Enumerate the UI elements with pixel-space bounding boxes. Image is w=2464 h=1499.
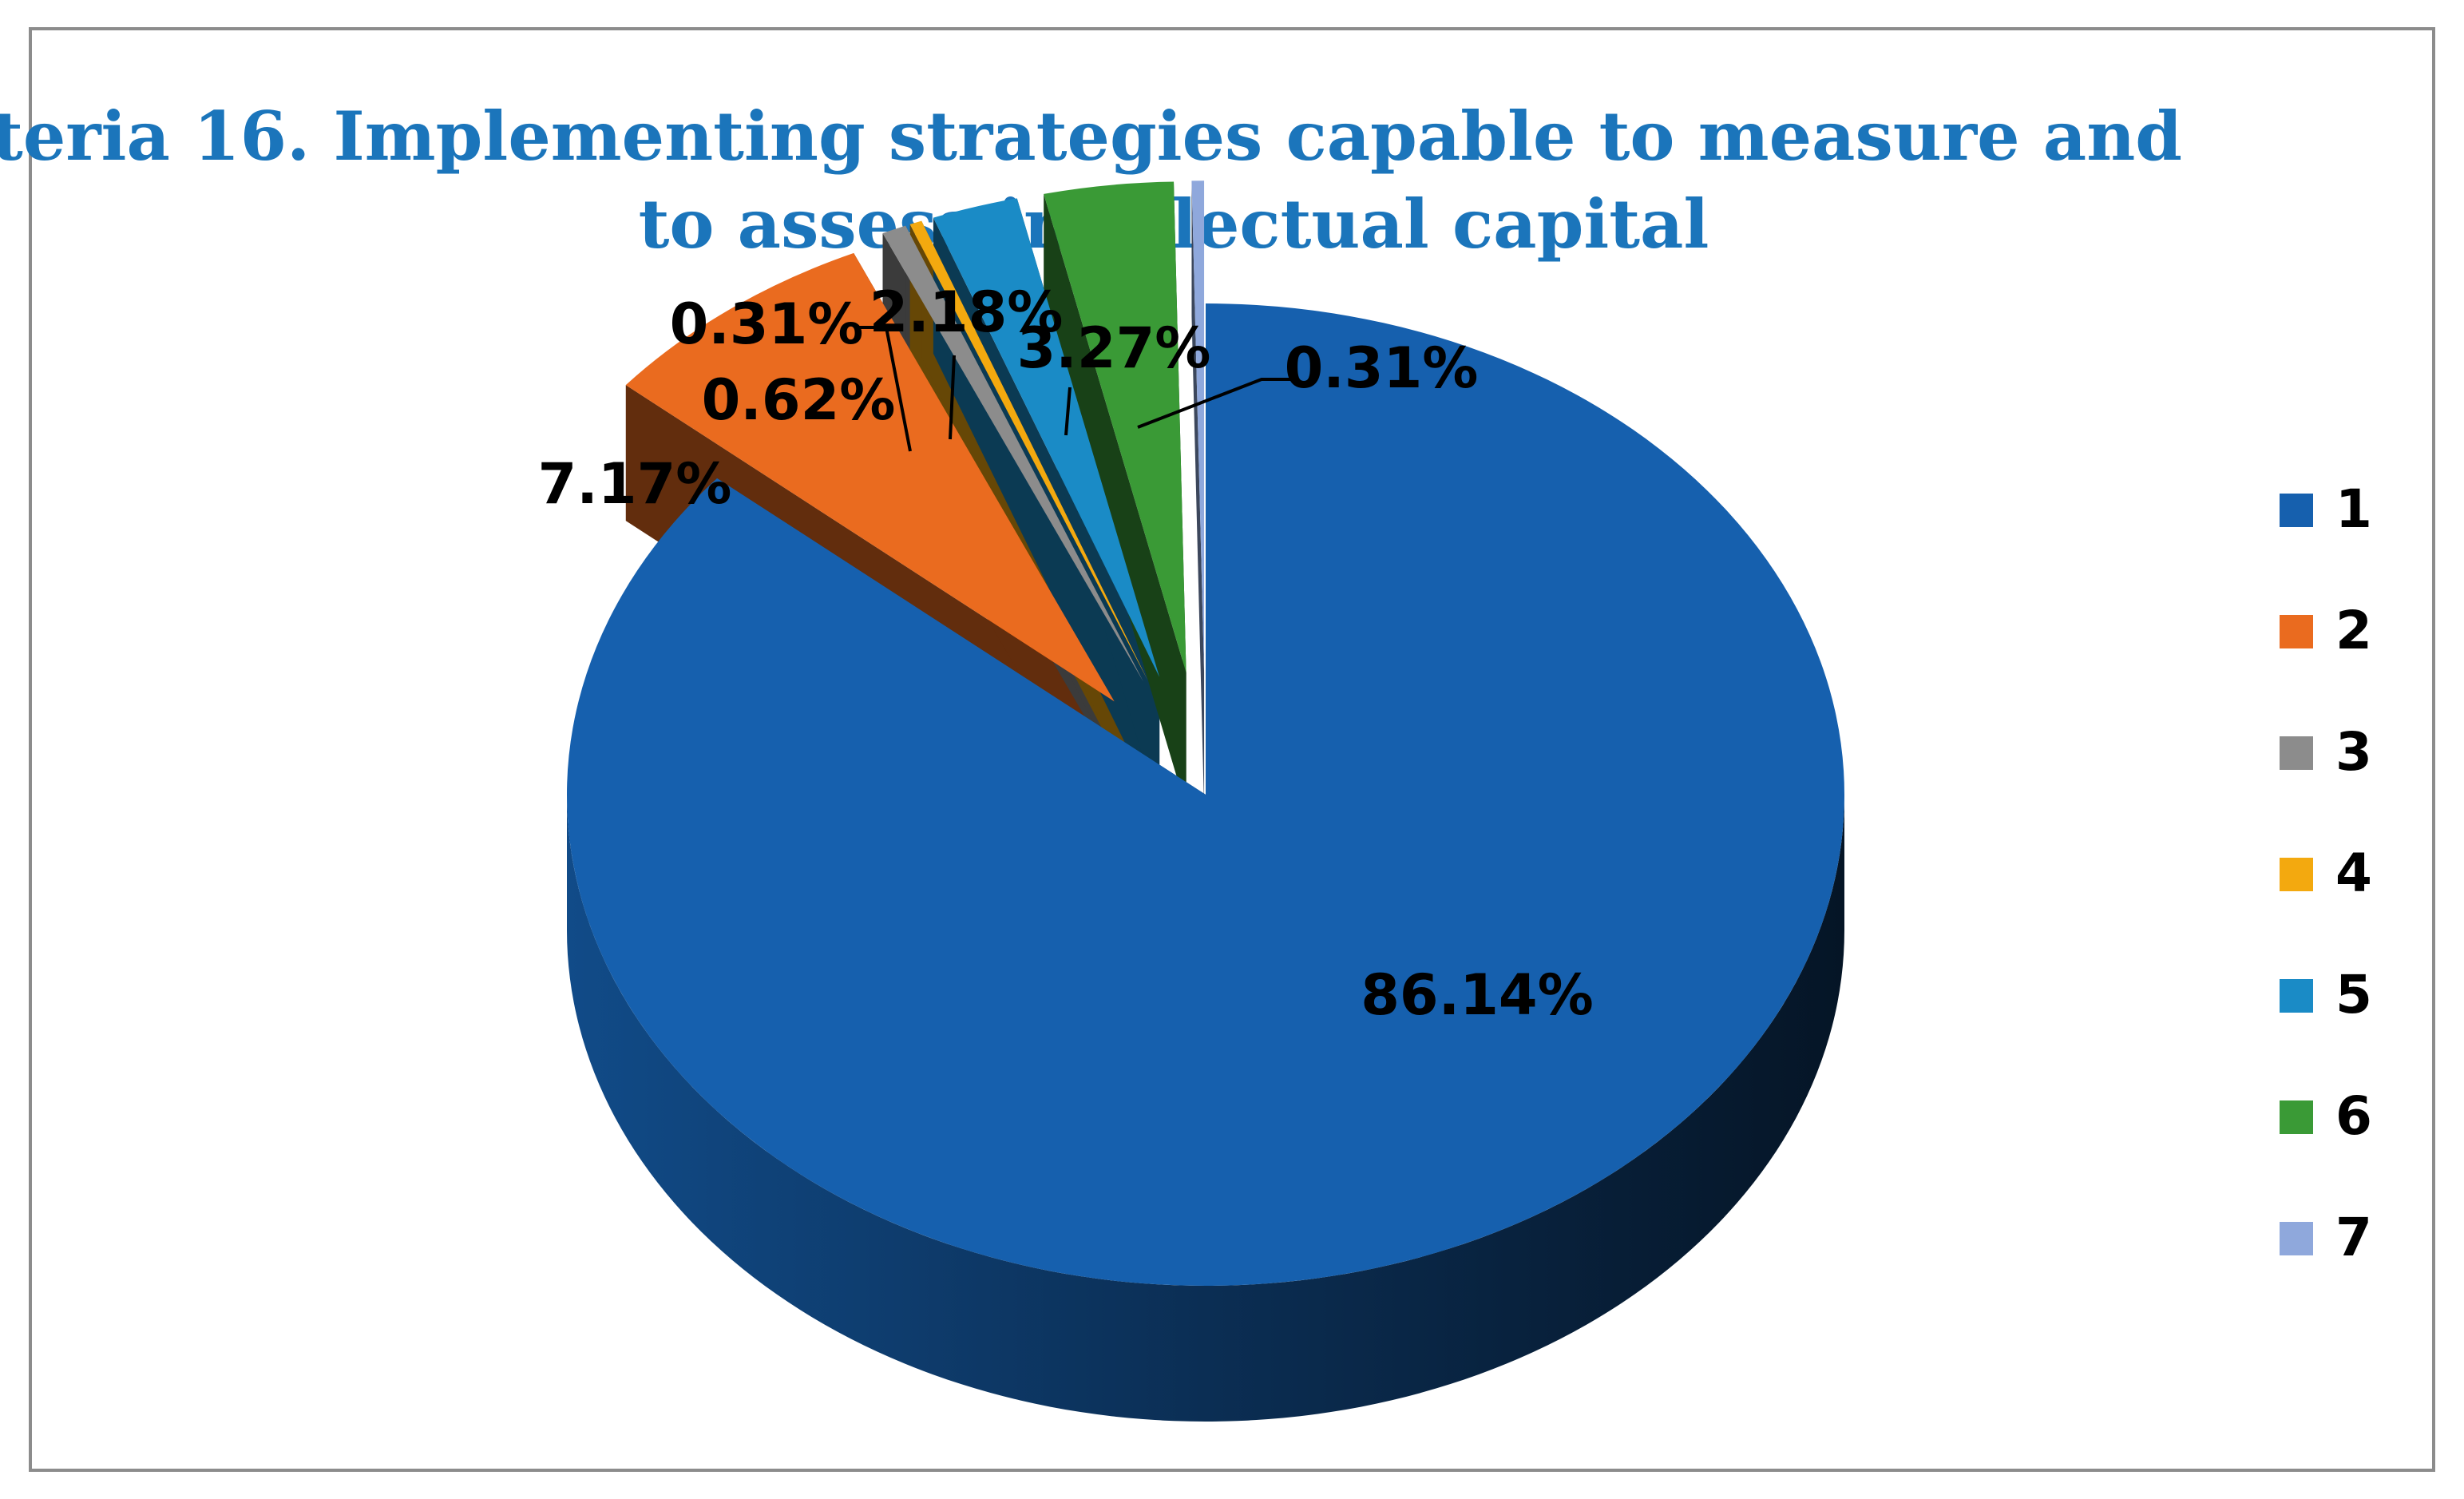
leader-line-4 <box>858 326 912 452</box>
legend-label-1: 1 <box>2335 478 2372 540</box>
slice-3 <box>882 225 1143 682</box>
legend-label-7: 7 <box>2335 1207 2372 1268</box>
slice-2 <box>625 252 1115 702</box>
leader-line-6 <box>1064 387 1072 436</box>
legend-label-5: 5 <box>2335 964 2372 1025</box>
slice-5 <box>933 198 1160 677</box>
legend-swatch-3 <box>2280 736 2313 770</box>
slice-4 <box>909 220 1148 680</box>
data-label-7: 0.31% <box>1285 335 1479 401</box>
slice-1 <box>567 303 1844 1286</box>
legend-label-3: 3 <box>2335 721 2372 783</box>
data-label-1: 86.14% <box>1361 962 1594 1028</box>
data-label-6: 3.27% <box>1017 315 1211 381</box>
chart-title-line-1: Criteria 16. Implementing strategies cap… <box>0 97 2182 176</box>
data-label-2: 7.17% <box>538 451 732 517</box>
legend-swatch-2 <box>2280 615 2313 648</box>
label-leader-lines <box>858 326 1297 452</box>
leader-line-7 <box>1137 378 1297 429</box>
legend-label-6: 6 <box>2335 1085 2372 1147</box>
data-labels: 86.14%7.17%0.62%0.31% 2.18%3.27% 0.31% <box>538 280 1594 1028</box>
data-label-3: 0.62% <box>702 367 896 433</box>
slice-7-radial-wall-0 <box>1191 180 1205 808</box>
slice-7 <box>1191 180 1205 672</box>
pie-slices <box>567 180 1844 1286</box>
legend-swatch-5 <box>2280 979 2313 1013</box>
legend-swatch-7 <box>2280 1222 2313 1255</box>
slice-6 <box>1044 181 1186 673</box>
legend-label-4: 4 <box>2335 843 2372 904</box>
legend-swatch-4 <box>2280 858 2313 891</box>
legend: 1 2 3 4 5 6 7 <box>2280 478 2372 1268</box>
legend-label-2: 2 <box>2335 600 2372 661</box>
slice-1-outer-wall <box>567 795 1844 1422</box>
leader-line-5 <box>949 355 956 440</box>
legend-swatch-6 <box>2280 1100 2313 1134</box>
legend-swatch-1 <box>2280 494 2313 527</box>
data-label-4: 0.31% <box>670 291 864 357</box>
data-label-5: 2.18% <box>870 280 1064 345</box>
